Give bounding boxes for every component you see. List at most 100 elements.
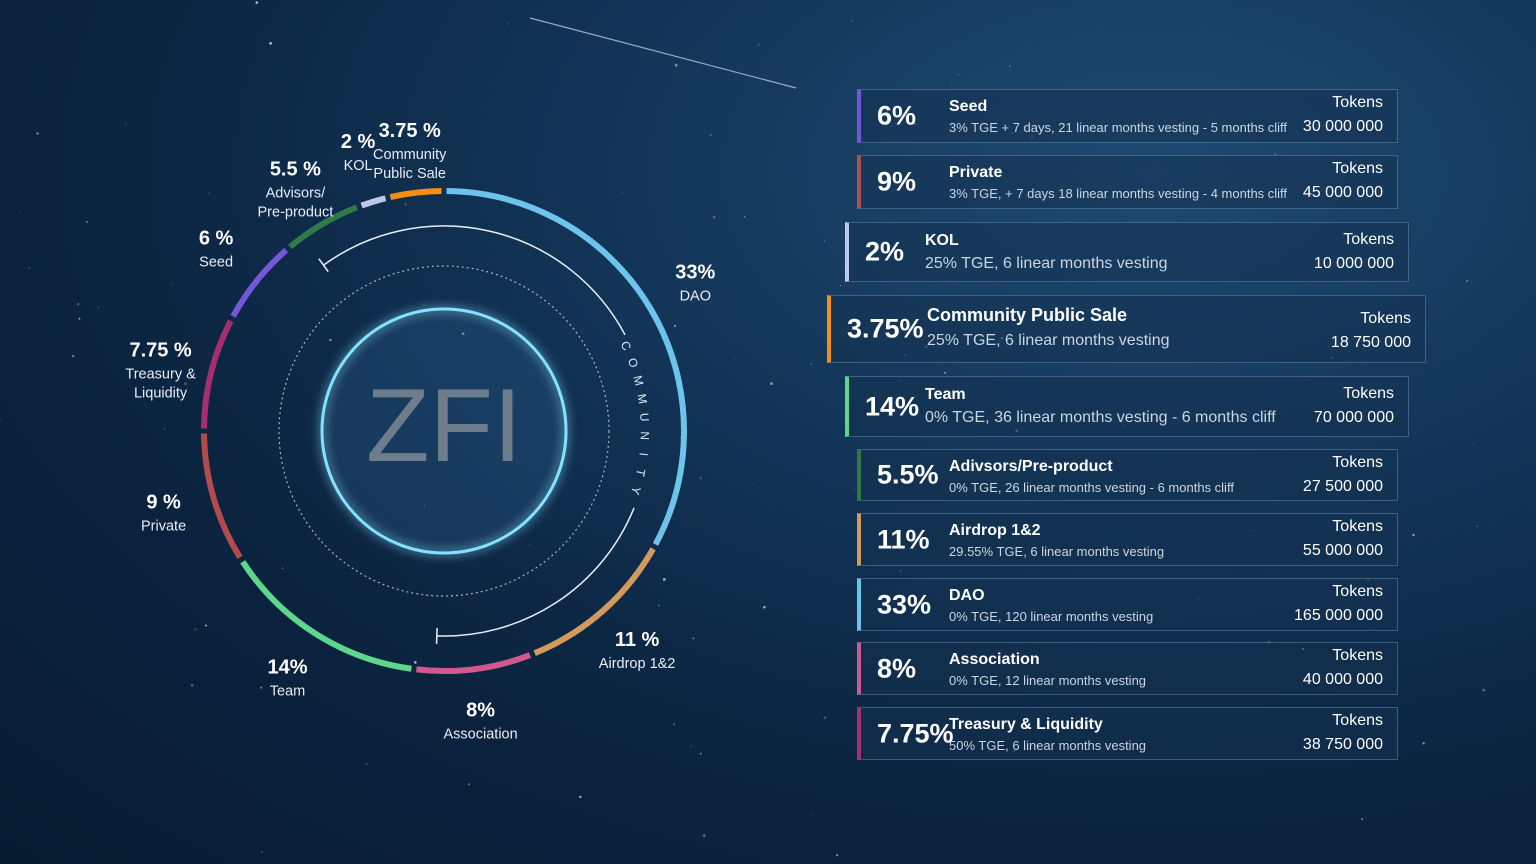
- star: [610, 244, 612, 246]
- star: [692, 637, 695, 640]
- allocation-pct: 8%: [877, 653, 917, 683]
- star: [836, 854, 839, 857]
- center-label: ZFI: [366, 368, 522, 484]
- star: [1476, 525, 1478, 528]
- community-bracket-tick-start: [318, 258, 329, 273]
- shooting-star-streak: [529, 17, 797, 89]
- tokens-label: Tokens: [1332, 712, 1383, 729]
- allocation-pct: 7.75%: [877, 718, 954, 748]
- allocation-name: Association: [949, 651, 1040, 668]
- community-bracket-bottom: [436, 507, 635, 637]
- star: [529, 544, 531, 546]
- community-label-letter: I: [636, 452, 650, 458]
- donut-label-name: Private: [141, 519, 186, 535]
- star: [763, 605, 766, 609]
- star: [507, 23, 509, 25]
- star: [97, 306, 100, 308]
- donut-label-4: 9 % Private: [141, 492, 186, 535]
- star: [72, 355, 75, 358]
- slice-private: [201, 433, 243, 560]
- allocation-vesting-terms: 0% TGE, 36 linear months vesting - 6 mon…: [925, 409, 1276, 426]
- star: [899, 570, 902, 572]
- star: [758, 44, 760, 46]
- slice-kol: [360, 195, 387, 209]
- donut-label-pct: 14%: [267, 657, 307, 679]
- star: [172, 282, 174, 285]
- donut-label-name: Liquidity: [134, 386, 188, 402]
- allocation-pct: 5.5%: [877, 459, 939, 490]
- star: [190, 683, 194, 687]
- allocation-pct: 33%: [877, 589, 932, 619]
- star: [194, 628, 197, 631]
- star: [621, 192, 623, 194]
- tokens-label: Tokens: [1360, 310, 1411, 327]
- star: [36, 132, 39, 135]
- star: [306, 455, 309, 457]
- star: [118, 760, 119, 762]
- token-amount: 45 000 000: [1302, 184, 1383, 201]
- donut-label-pct: 3.75 %: [379, 120, 441, 142]
- donut-label-name: Treasury &: [125, 367, 196, 383]
- star: [699, 476, 703, 480]
- token-amount: 27 500 000: [1302, 478, 1383, 495]
- allocation-card-community-public-sale: 3.75% Community Public Sale 25% TGE, 6 lin…: [827, 295, 1426, 363]
- donut-label-pct: 11 %: [615, 629, 660, 651]
- star: [539, 301, 541, 303]
- star: [78, 317, 81, 320]
- slice-association: [416, 652, 532, 674]
- allocation-card-treasury-liquidity: 7.75% Treasury & Liquidity 50% TGE, 6 line…: [857, 707, 1398, 760]
- allocation-vesting-terms: 29.55% TGE, 6 linear months vesting: [949, 544, 1165, 559]
- slice-airdrop-1-2: [533, 547, 656, 656]
- token-amount: 70 000 000: [1313, 409, 1394, 426]
- allocation-vesting-terms: 3% TGE + 7 days, 21 linear months vestin…: [949, 120, 1288, 135]
- community-label-letter: C: [618, 339, 635, 354]
- donut-label-name: Advisors/: [266, 186, 327, 202]
- allocation-vesting-terms: 50% TGE, 6 linear months vesting: [949, 738, 1147, 753]
- star: [468, 783, 471, 786]
- star: [733, 357, 735, 359]
- donut-label-name: Team: [270, 684, 305, 700]
- donut-label-pct: 8%: [466, 700, 495, 722]
- star: [657, 604, 660, 607]
- allocation-pct: 14%: [865, 391, 920, 421]
- star: [329, 338, 332, 342]
- star: [423, 303, 425, 306]
- allocation-name: Team: [925, 386, 966, 403]
- donut-label-pct: 33%: [675, 261, 715, 283]
- tokens-label: Tokens: [1343, 385, 1394, 402]
- star: [281, 567, 284, 569]
- allocation-vesting-terms: 0% TGE, 12 linear months vesting: [949, 673, 1147, 688]
- allocation-name: Adivsors/Pre-product: [949, 458, 1113, 475]
- star: [810, 363, 812, 365]
- donut-label-5: 7.75 % Treasury & Liquidity: [125, 340, 196, 402]
- slice-seed: [230, 247, 289, 318]
- allocation-card-association: 8% Association 0% TGE, 12 linear months ve…: [857, 642, 1398, 695]
- star: [409, 825, 411, 827]
- donut-label-7: 5.5 % Advisors/Pre-product: [258, 159, 334, 221]
- allocation-name: Private: [949, 164, 1003, 181]
- star: [413, 661, 417, 664]
- allocation-pct: 6%: [877, 100, 917, 131]
- token-amount: 10 000 000: [1313, 255, 1394, 272]
- allocation-name: DAO: [949, 587, 985, 604]
- star: [1274, 153, 1276, 155]
- allocation-name: KOL: [925, 232, 959, 249]
- donut-label-pct: 5.5 %: [270, 159, 321, 181]
- donut-label-pct: 2 %: [341, 131, 376, 153]
- token-amount: 30 000 000: [1302, 118, 1383, 135]
- allocation-name: Community Public Sale: [927, 305, 1128, 325]
- tokens-label: Tokens: [1343, 231, 1394, 248]
- star: [478, 704, 481, 707]
- star: [699, 752, 702, 755]
- star: [823, 716, 827, 720]
- donut-label-1: 11 % Airdrop 1&2: [599, 629, 676, 672]
- donut-label-name: Public Sale: [373, 166, 446, 182]
- donut-label-name: KOL: [344, 158, 373, 174]
- allocation-card-airdrop-1-2: 11% Airdrop 1&2 29.55% TGE, 6 linear month…: [857, 513, 1398, 566]
- star: [260, 686, 263, 689]
- star: [709, 134, 712, 137]
- star: [743, 215, 746, 218]
- community-label-letter: U: [637, 412, 652, 423]
- tokens-label: Tokens: [1332, 518, 1383, 535]
